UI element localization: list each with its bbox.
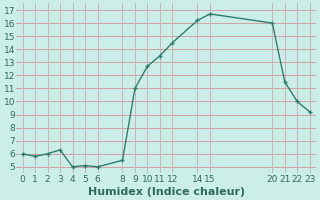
X-axis label: Humidex (Indice chaleur): Humidex (Indice chaleur) (88, 187, 245, 197)
